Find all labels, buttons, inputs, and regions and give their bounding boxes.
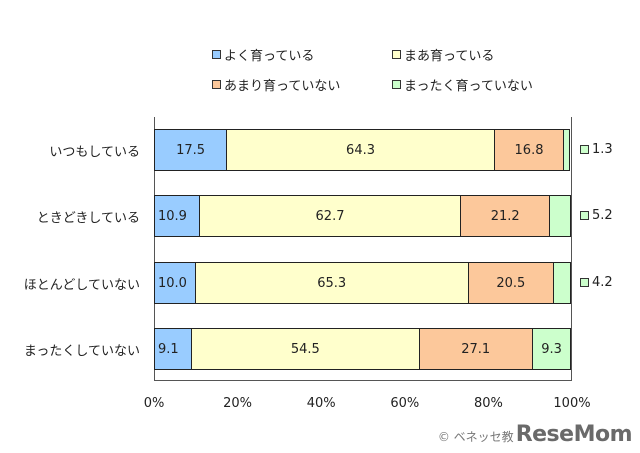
legend-label: よく育っている: [224, 49, 315, 64]
category-label: ほとんどしていない: [23, 278, 140, 293]
brand-logo: ReseMom: [515, 422, 633, 447]
bar-segment-amari: 16.8: [493, 129, 565, 171]
legend-item-amari: あまり育っていない: [212, 75, 340, 94]
x-tick: 20%: [223, 396, 253, 411]
bar-segment-mattaku: 9.3: [531, 328, 572, 370]
bar-row: 10.0 65.3 20.5: [154, 262, 572, 304]
copyright-text: © ベネッセ教: [437, 430, 514, 444]
legend-item-mattaku: まったく育っていない: [392, 75, 533, 94]
bar-segment-yoku: 10.0: [154, 262, 196, 304]
legend-label: あまり育っていない: [224, 79, 341, 94]
legend-swatch: [392, 50, 401, 59]
x-tick: 0%: [143, 396, 165, 411]
bar-row: 10.9 62.7 21.2: [154, 195, 572, 237]
category-label: ときどきしている: [36, 211, 140, 226]
category-label: まったくしていない: [23, 344, 140, 359]
x-tick: 60%: [390, 396, 420, 411]
x-tick: 100%: [553, 396, 591, 411]
bar-row: 9.1 54.5 27.1 9.3: [154, 328, 572, 370]
bar-segment-mattaku: [563, 129, 570, 171]
bar-segment-mattaku: [553, 262, 572, 304]
outside-value-label: 5.2: [580, 208, 613, 223]
bar-segment-amari: 20.5: [467, 262, 555, 304]
legend-item-maa: まあ育っている: [392, 45, 494, 64]
category-label: いつもしている: [49, 145, 140, 160]
plot-area: [154, 117, 572, 381]
legend-swatch: [580, 211, 589, 220]
bar-segment-yoku: 10.9: [154, 195, 200, 237]
legend-label: まあ育っている: [404, 49, 495, 64]
x-tick: 40%: [306, 396, 336, 411]
bar-segment-maa: 62.7: [198, 195, 462, 237]
legend-swatch: [580, 278, 589, 287]
bar-segment-maa: 65.3: [194, 262, 469, 304]
legend-swatch: [392, 80, 401, 89]
bar-segment-maa: 64.3: [226, 129, 495, 171]
legend-swatch: [212, 80, 221, 89]
bar-segment-maa: 54.5: [191, 328, 420, 370]
outside-value-label: 4.2: [580, 275, 613, 290]
bar-segment-amari: 21.2: [460, 195, 550, 237]
bar-segment-mattaku: [548, 195, 572, 237]
bar-segment-amari: 27.1: [418, 328, 533, 370]
legend-label: まったく育っていない: [404, 79, 533, 94]
credit-watermark: © ベネッセ教 ReseMom: [437, 422, 633, 447]
legend-swatch: [580, 145, 589, 154]
bar-segment-yoku: 17.5: [154, 129, 228, 171]
bar-segment-yoku: 9.1: [154, 328, 193, 370]
bar-row: 17.5 64.3 16.8: [154, 129, 572, 171]
legend-swatch: [212, 50, 221, 59]
x-tick: 80%: [473, 396, 503, 411]
legend-item-yoku: よく育っている: [212, 45, 314, 64]
outside-value-label: 1.3: [580, 142, 613, 157]
